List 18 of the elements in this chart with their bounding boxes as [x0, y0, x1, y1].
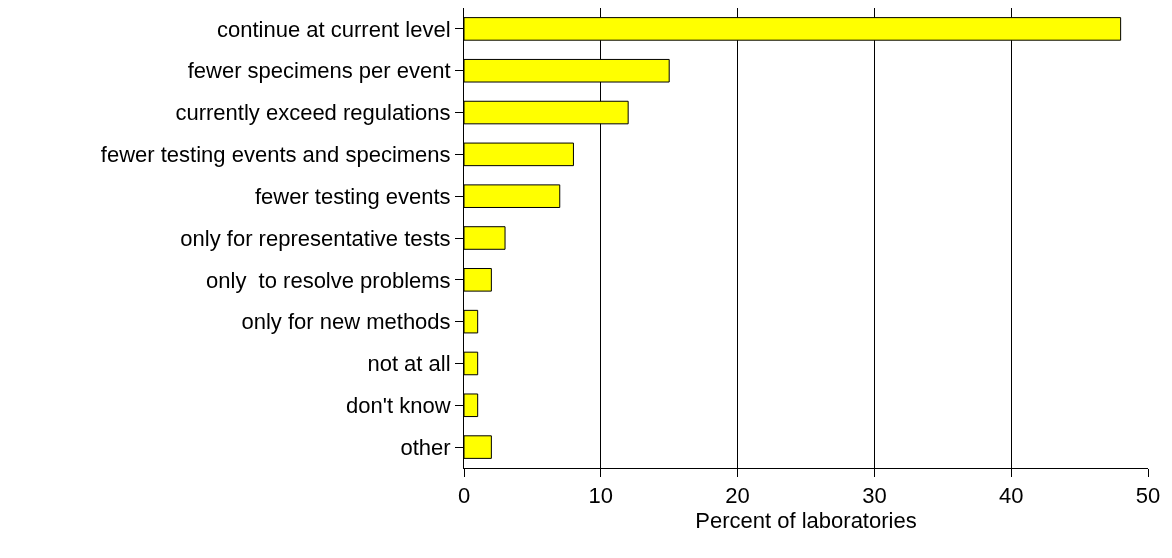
y-tick-label: fewer testing events and specimens	[100, 142, 451, 168]
y-tick-label: only for new methods	[241, 309, 451, 335]
x-tick-label: 10	[588, 483, 614, 509]
x-tick-label: 20	[725, 483, 750, 509]
y-tick-label: fewer testing events	[254, 183, 451, 209]
y-tick-label: other	[400, 434, 451, 460]
x-axis-title: Percent of laboratories	[695, 508, 917, 534]
y-tick-label: continue at current level	[217, 16, 451, 42]
y-tick-label: only for representative tests	[180, 225, 451, 251]
x-tick-label: 0	[457, 483, 471, 509]
y-tick-label: fewer specimens per event	[187, 58, 451, 84]
x-tick-label: 50	[1135, 483, 1161, 509]
y-tick-label: currently exceed regulations	[175, 100, 451, 126]
y-tick-label: only to resolve problems	[206, 267, 451, 293]
x-tick-label: 30	[862, 483, 887, 509]
x-tick-label: 40	[998, 483, 1024, 509]
y-tick-label: don't know	[346, 392, 451, 418]
y-tick-label: not at all	[367, 351, 451, 377]
